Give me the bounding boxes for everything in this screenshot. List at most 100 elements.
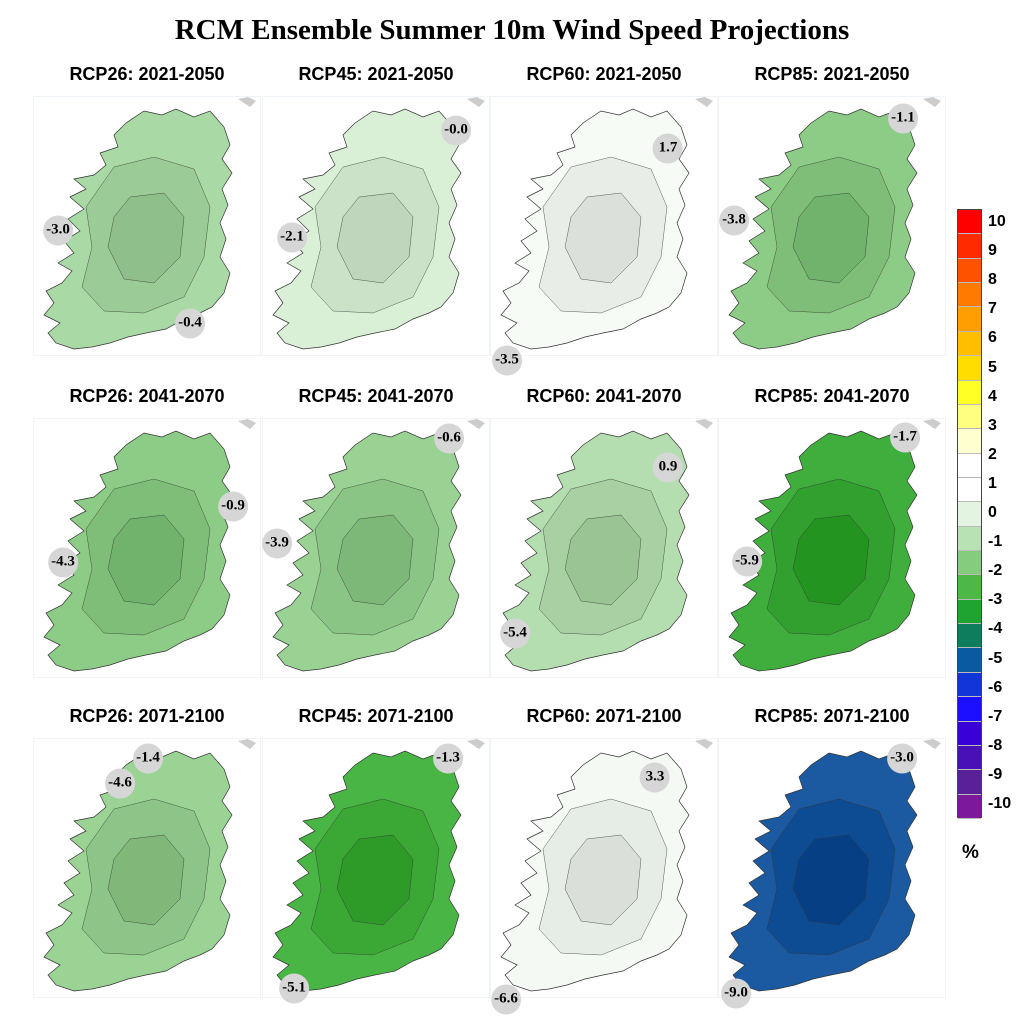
value-label: -3.0	[887, 743, 917, 773]
colorbar-cell	[958, 331, 981, 357]
colorbar-cell	[958, 283, 981, 308]
ireland-map	[500, 739, 713, 992]
map-panel	[262, 738, 490, 998]
colorbar-cell	[958, 624, 981, 649]
contour-band	[564, 192, 642, 284]
colorbar-cell	[958, 307, 981, 332]
colorbar-cell	[958, 453, 981, 478]
panel-title: RCP60: 2071-2100	[526, 706, 682, 726]
map-panel	[33, 738, 261, 998]
ireland-map	[500, 419, 713, 672]
colorbar-cell	[958, 672, 981, 698]
contour-band	[107, 834, 185, 926]
colorbar-cell	[958, 648, 981, 673]
map-panel	[718, 738, 946, 998]
ireland-map	[500, 97, 713, 350]
contour-band	[336, 192, 414, 284]
contour-band	[81, 798, 211, 956]
scotland-coast	[695, 97, 713, 107]
colorbar-cell	[958, 502, 981, 527]
value-label: -1.7	[890, 422, 920, 452]
colorbar-tick: -10	[988, 795, 1012, 812]
contour-band	[107, 514, 185, 606]
scotland-coast	[238, 97, 256, 107]
scotland-coast	[467, 97, 485, 107]
colorbar-tick: 7	[988, 300, 997, 318]
value-label: -1.3	[433, 743, 463, 773]
value-label: -0.6	[434, 423, 464, 453]
figure-title: RCM Ensemble Summer 10m Wind Speed Proje…	[174, 14, 850, 46]
colorbar-cell	[958, 575, 981, 600]
colorbar-tick: -7	[988, 707, 1003, 725]
value-label: -3.5	[492, 345, 522, 375]
contour-band	[538, 798, 668, 956]
value-label: 1.7	[653, 133, 683, 163]
map-panel	[490, 96, 718, 356]
contour-band	[310, 478, 440, 636]
panel-title: RCP85: 2021-2050	[754, 64, 910, 84]
scotland-coast	[923, 419, 941, 429]
scotland-coast	[923, 739, 941, 749]
colorbar-tick: -4	[988, 620, 1003, 638]
ireland-map	[728, 97, 941, 350]
ireland-map	[43, 97, 256, 350]
value-label: -3.8	[719, 205, 749, 235]
colorbar-cell	[958, 210, 981, 235]
colorbar-cell	[958, 745, 981, 771]
colorbar-cell	[958, 429, 981, 454]
contour-band	[336, 514, 414, 606]
colorbar-tick: 10	[988, 213, 1006, 230]
contour-band	[81, 478, 211, 636]
contour-band	[564, 514, 642, 606]
map-panel	[33, 418, 261, 678]
scotland-coast	[695, 419, 713, 429]
panel-title: RCP26: 2071-2100	[69, 706, 225, 726]
colorbar-tick: -6	[988, 678, 1003, 696]
value-label: -1.1	[888, 103, 918, 133]
scotland-coast	[923, 97, 941, 107]
ireland-map	[728, 419, 941, 672]
ireland-map	[43, 419, 256, 672]
scotland-coast	[238, 739, 256, 749]
panel-title: RCP45: 2071-2100	[298, 706, 454, 726]
contour-band	[792, 834, 870, 926]
colorbar-tick: 3	[988, 416, 997, 434]
panel-title: RCP60: 2021-2050	[526, 64, 682, 84]
contour-band	[310, 156, 440, 314]
value-label: -0.9	[218, 491, 248, 521]
value-label: -0.4	[175, 308, 205, 338]
value-label: -3.9	[262, 528, 292, 558]
colorbar-tick: -9	[988, 765, 1003, 783]
value-label: -4.6	[105, 768, 135, 798]
colorbar-cell	[958, 526, 981, 552]
colorbar-cell	[958, 697, 981, 722]
colorbar-tick: -8	[988, 736, 1003, 754]
contour-band	[792, 192, 870, 284]
colorbar-tick: -2	[988, 562, 1003, 580]
panel-title: RCP45: 2021-2050	[298, 64, 454, 84]
colorbar-tick: 6	[988, 329, 997, 347]
colorbar-cell	[958, 356, 981, 381]
value-label: -2.1	[277, 222, 307, 252]
value-label: -5.4	[500, 618, 530, 648]
value-label: 3.3	[640, 762, 670, 792]
colorbar-tick: 0	[988, 504, 997, 521]
colorbar-tick: 4	[988, 387, 997, 405]
colorbar-cell	[958, 477, 981, 503]
map-panel	[718, 96, 946, 356]
value-label: 0.9	[653, 452, 683, 482]
colorbar-cell	[958, 551, 981, 576]
scotland-coast	[467, 419, 485, 429]
value-label: -6.6	[491, 984, 521, 1014]
contour-band	[107, 192, 185, 284]
scotland-coast	[695, 739, 713, 749]
colorbar-cell	[958, 404, 981, 430]
ireland-map	[728, 739, 941, 992]
ireland-map	[43, 739, 256, 992]
ireland-map	[272, 97, 485, 350]
colorbar-cell	[958, 770, 981, 795]
scotland-coast	[238, 419, 256, 429]
contour-band	[310, 798, 440, 956]
contour-band	[81, 156, 211, 314]
contour-band	[336, 834, 414, 926]
